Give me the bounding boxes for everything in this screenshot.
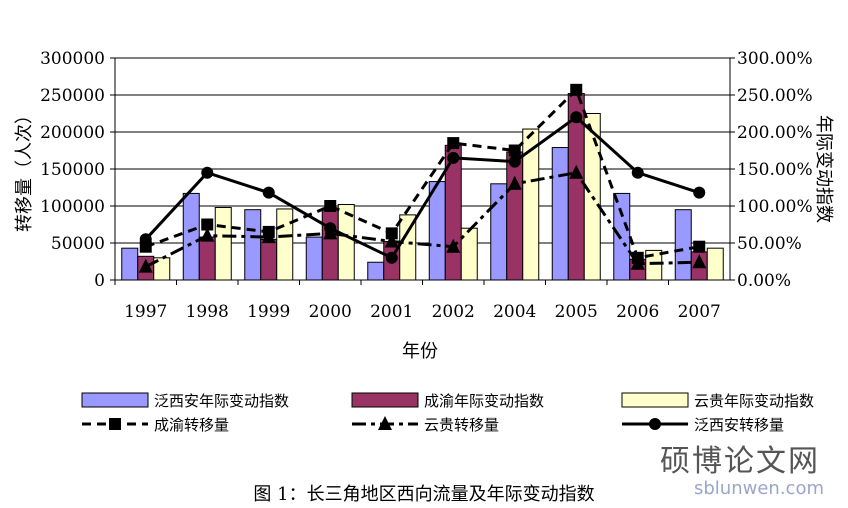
bar: [506, 151, 524, 281]
legend-label: 云贵转移量: [424, 416, 499, 434]
y-right-tick-label: 300.00%: [737, 49, 813, 69]
bar: [182, 192, 200, 281]
x-tick-label: 1999: [247, 302, 290, 322]
point-circle: [447, 151, 460, 164]
y-left-tick-label: 200000: [40, 123, 105, 143]
bar: [522, 128, 540, 281]
x-tick-label: 2007: [678, 302, 721, 322]
y-left-tick-label: 250000: [40, 86, 105, 106]
point-square: [324, 200, 337, 212]
bar: [645, 249, 663, 281]
y-right-tick-label: 100.00%: [737, 197, 813, 217]
x-tick-label: 2005: [555, 302, 598, 322]
point-circle: [631, 166, 644, 179]
y-left-tick-label: 100000: [40, 197, 105, 217]
x-tick-label: 2001: [370, 302, 413, 322]
series-line: [145, 171, 700, 269]
point-triangle: [569, 164, 584, 179]
bar: [674, 209, 692, 281]
point-square: [508, 144, 521, 157]
figure-caption: 图 1：长三角地区西向流量及年际变动指数: [253, 484, 595, 505]
legend-swatch-bar: [81, 392, 149, 408]
point-triangle: [507, 175, 522, 190]
point-triangle: [446, 238, 461, 253]
y-left-tick-label: 150000: [40, 160, 105, 180]
bar: [153, 257, 171, 281]
point-circle: [508, 155, 521, 168]
x-axis-title: 年份: [402, 341, 438, 362]
legend-swatch-bar: [351, 392, 419, 408]
point-circle: [385, 251, 398, 264]
legend-marker-square: [109, 418, 121, 430]
legend-marker-triangle: [378, 416, 392, 430]
point-circle: [324, 222, 337, 235]
bar: [214, 206, 232, 281]
legend-swatch-bar: [621, 392, 689, 408]
bar: [276, 208, 294, 281]
x-tick-label: 1998: [186, 302, 229, 322]
x-tick-label: 2002: [432, 302, 475, 322]
y-right-tick-label: 0.00%: [737, 271, 791, 291]
point-circle: [139, 233, 152, 246]
bar: [490, 183, 508, 281]
point-square: [693, 240, 706, 253]
bar: [367, 261, 385, 281]
y-right-axis-title: 年际变动指数: [813, 115, 834, 223]
point-triangle: [200, 227, 215, 242]
y-left-tick-label: 50000: [51, 234, 105, 254]
legend-label: 成渝年际变动指数: [424, 392, 544, 410]
legend-label: 成渝转移量: [154, 416, 229, 434]
series-line: [144, 115, 700, 260]
bar: [305, 236, 323, 281]
y-right-tick-label: 50.00%: [737, 234, 802, 254]
bar: [337, 204, 355, 281]
bar: [428, 181, 446, 281]
series-line: [145, 87, 700, 260]
bar: [244, 209, 262, 281]
y-right-tick-label: 250.00%: [737, 86, 813, 106]
legend-label: 泛西安年际变动指数: [154, 392, 289, 410]
y-left-tick-label: 300000: [40, 49, 105, 69]
bar: [121, 247, 139, 281]
x-tick-label: 2006: [616, 302, 659, 322]
point-triangle: [138, 258, 153, 273]
point-circle: [201, 166, 214, 179]
legend-label: 泛西安转移量: [694, 416, 784, 434]
bar: [321, 207, 339, 281]
point-circle: [570, 111, 583, 124]
point-triangle: [692, 254, 707, 269]
y-right-tick-label: 150.00%: [737, 160, 813, 180]
point-circle: [693, 186, 706, 199]
point-triangle: [630, 255, 645, 270]
point-triangle: [384, 233, 399, 248]
x-tick-label: 2004: [493, 302, 536, 322]
point-square: [447, 137, 460, 150]
x-tick-label: 1997: [124, 302, 167, 322]
point-square: [570, 83, 583, 96]
legend-label: 云贵年际变动指数: [694, 392, 814, 410]
y-right-tick-label: 200.00%: [737, 123, 813, 143]
bar: [260, 238, 278, 281]
bar: [613, 192, 631, 281]
legend-marker-circle: [649, 418, 661, 430]
point-square: [385, 227, 398, 240]
point-square: [201, 218, 214, 231]
bar: [706, 247, 724, 281]
bar: [551, 147, 569, 281]
x-tick-label: 2000: [309, 302, 352, 322]
point-circle: [262, 186, 275, 199]
y-left-tick-label: 0: [94, 271, 105, 291]
y-left-axis-title: 转移量（人次）: [14, 106, 35, 232]
point-triangle: [261, 229, 276, 244]
bar: [198, 236, 216, 281]
